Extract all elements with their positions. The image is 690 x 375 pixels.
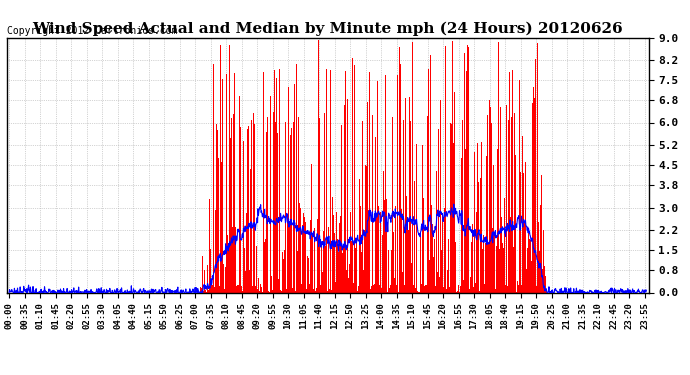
Title: Wind Speed Actual and Median by Minute mph (24 Hours) 20120626: Wind Speed Actual and Median by Minute m… [32, 22, 623, 36]
Text: Copyright 2012 Cartronics.com: Copyright 2012 Cartronics.com [7, 26, 177, 36]
